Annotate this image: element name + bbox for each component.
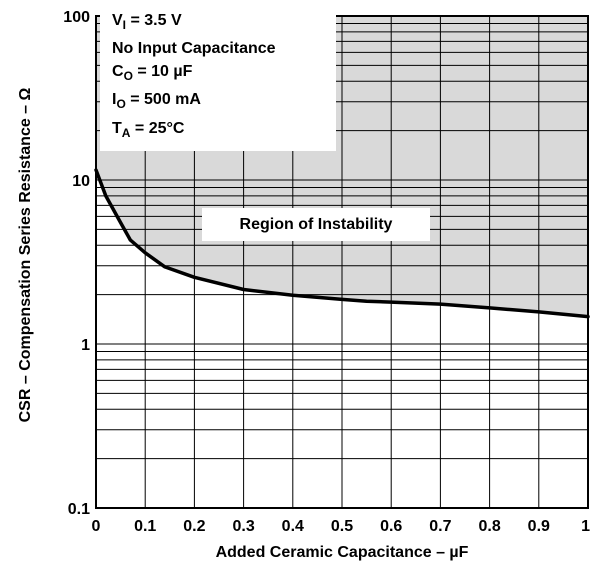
x-tick-label: 0.9 xyxy=(528,518,550,535)
condition-io: IO = 500 mA xyxy=(112,91,201,112)
x-tick-label: 0.6 xyxy=(380,518,402,535)
condition-vi: VI = 3.5 V xyxy=(112,12,182,33)
x-tick-labels: 0 0.1 0.2 0.3 0.4 0.5 0.6 0.7 0.8 0.9 1 xyxy=(92,518,591,535)
y-axis-title: CSR – Compensation Series Resistance – Ω xyxy=(14,20,38,490)
x-tick-label: 1 xyxy=(581,518,590,535)
y-axis-title-text: CSR – Compensation Series Resistance – Ω xyxy=(17,87,34,423)
y-tick-label: 0.1 xyxy=(68,501,90,518)
x-tick-label: 0.5 xyxy=(331,518,353,535)
plot-frame xyxy=(95,15,589,509)
y-tick-label: 10 xyxy=(72,173,90,190)
condition-ta: TA = 25°C xyxy=(112,119,185,140)
y-tick-labels: 0.1 1 10 100 xyxy=(63,9,90,518)
x-tick-label: 0.3 xyxy=(232,518,254,535)
y-tick-label: 1 xyxy=(81,337,90,354)
stability-boundary-curve xyxy=(94,168,590,319)
x-tick-label: 0.1 xyxy=(134,518,156,535)
x-axis-title: Added Ceramic Capacitance – µF xyxy=(215,544,469,561)
x-tick-label: 0.2 xyxy=(183,518,205,535)
test-conditions-box: VI = 3.5 V No Input Capacitance CO = 10 … xyxy=(100,5,336,151)
x-tick-label: 0.8 xyxy=(478,518,500,535)
condition-co: CO = 10 µF xyxy=(112,63,193,84)
x-tick-label: 0 xyxy=(92,518,101,535)
region-of-instability-label: Region of Instability xyxy=(202,208,430,241)
x-tick-label: 0.7 xyxy=(429,518,451,535)
condition-no-input-cap: No Input Capacitance xyxy=(112,40,276,58)
x-tick-label: 0.4 xyxy=(282,518,304,535)
y-tick-label: 100 xyxy=(63,9,90,26)
